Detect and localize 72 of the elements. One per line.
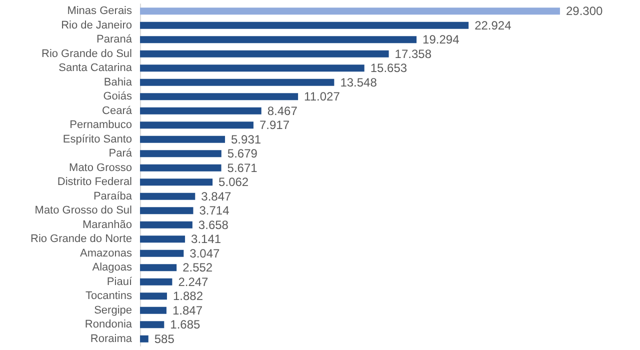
y-tick-label: Pernambuco	[70, 119, 132, 132]
bar	[140, 22, 469, 29]
y-tick-label: Rio Grande do Sul	[42, 48, 132, 60]
y-tick-label: Piauí	[106, 276, 133, 288]
bar	[140, 250, 184, 257]
data-label: 11.027	[304, 90, 340, 104]
bar	[140, 78, 334, 86]
bar	[140, 178, 213, 186]
bar	[140, 107, 262, 114]
data-label: 8.467	[267, 104, 298, 118]
y-tick-label: Roraima	[90, 332, 133, 345]
bar	[140, 36, 417, 44]
y-tick-label: Santa Catarina	[58, 62, 133, 74]
data-label: 7.917	[259, 118, 290, 132]
y-tick-label: Rio Grande do Norte	[30, 233, 132, 246]
data-label: 5.679	[227, 146, 258, 161]
y-tick-label: Rio de Janeiro	[61, 19, 132, 32]
bar	[140, 122, 254, 129]
bar	[140, 192, 196, 200]
bar	[140, 335, 148, 342]
y-tick-label: Mato Grosso	[69, 162, 132, 174]
bar	[140, 278, 172, 286]
data-label: 3.141	[191, 232, 222, 246]
data-label: 5.671	[227, 160, 258, 175]
bar	[140, 207, 194, 214]
data-label: 5.062	[218, 175, 249, 190]
bar	[140, 164, 222, 172]
bar	[140, 306, 166, 314]
bar	[140, 8, 560, 15]
data-label: 29.300	[566, 4, 603, 18]
bar	[140, 136, 226, 143]
bar	[140, 64, 364, 72]
bar	[140, 264, 177, 272]
y-tick-label: Espírito Santo	[62, 133, 132, 146]
y-tick-label: Alagoas	[92, 262, 132, 274]
y-tick-label: Maranhão	[82, 218, 132, 231]
data-label: 22.924	[474, 18, 512, 32]
y-tick-label: Minas Gerais	[67, 5, 132, 18]
y-tick-label: Pará	[108, 148, 133, 160]
y-tick-label: Paraíba	[93, 190, 133, 202]
data-label: 3.658	[198, 218, 229, 232]
bar	[140, 321, 164, 328]
data-label: 585	[154, 332, 175, 346]
y-tick-label: Bahia	[104, 76, 133, 88]
y-tick-label: Sergipe	[94, 304, 132, 316]
data-label: 3.847	[201, 189, 232, 204]
data-label: 3.714	[199, 204, 230, 218]
data-label: 2.247	[178, 274, 209, 289]
y-tick-label: Mato Grosso do Sul	[34, 204, 132, 217]
y-tick-label: Distrito Federal	[57, 176, 132, 188]
y-tick-label: Ceará	[102, 104, 133, 117]
data-label: 5.931	[231, 132, 262, 146]
y-tick-label: Rondonia	[84, 318, 133, 331]
y-tick-label: Tocantins	[86, 290, 132, 302]
data-label: 17.358	[394, 46, 432, 61]
bar	[140, 93, 298, 100]
data-label: 1.847	[172, 303, 203, 318]
y-tick-label: Amazonas	[80, 247, 132, 260]
data-label: 1.882	[172, 289, 204, 304]
data-label: 13.548	[340, 75, 378, 90]
bar	[140, 50, 389, 58]
y-tick-label: Paraná	[96, 34, 133, 46]
data-label: 3.047	[190, 246, 220, 260]
bar	[140, 236, 186, 243]
bar	[140, 292, 167, 300]
bar	[140, 221, 192, 228]
data-label: 1.685	[170, 318, 201, 332]
data-label: 2.552	[182, 260, 213, 275]
data-label: 15.653	[370, 61, 408, 76]
y-tick-label: Goiás	[103, 90, 132, 103]
data-label: 19.294	[422, 32, 460, 47]
bar	[140, 150, 222, 158]
